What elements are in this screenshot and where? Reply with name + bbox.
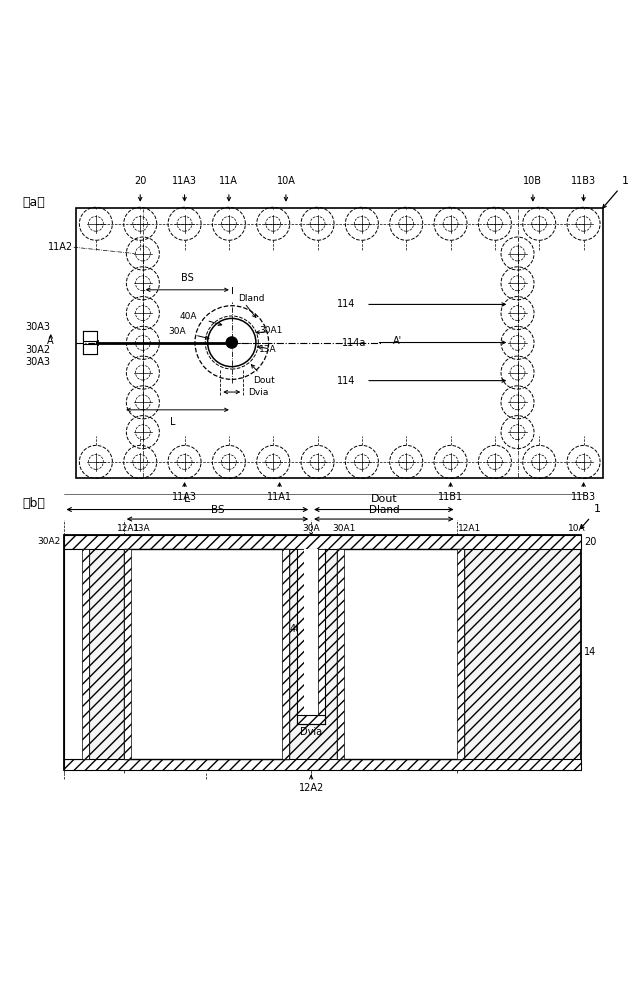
Bar	[337, 549, 344, 759]
Text: 11B3: 11B3	[571, 176, 596, 186]
Text: BS: BS	[181, 273, 194, 283]
Text: 30A2: 30A2	[37, 537, 60, 546]
Text: 30A1: 30A1	[259, 326, 283, 335]
Text: w: w	[86, 332, 93, 341]
Text: L: L	[170, 417, 175, 427]
Text: 1: 1	[594, 504, 601, 514]
Text: 30A: 30A	[168, 327, 186, 336]
Text: （b）: （b）	[22, 497, 45, 510]
Bar	[64, 535, 581, 549]
Text: 11A: 11A	[220, 176, 238, 186]
Bar	[83, 344, 97, 354]
Text: Dvia: Dvia	[248, 388, 268, 397]
Text: 12A2: 12A2	[298, 783, 324, 793]
Text: 40A: 40A	[179, 312, 197, 321]
Text: 30A1: 30A1	[333, 524, 356, 533]
Circle shape	[226, 337, 237, 348]
Bar	[282, 549, 289, 759]
Bar	[64, 759, 581, 770]
Text: 13A: 13A	[133, 524, 150, 533]
Text: 114: 114	[337, 299, 356, 309]
Bar	[337, 549, 464, 759]
Text: 11A2: 11A2	[200, 635, 225, 645]
Text: 11B1: 11B1	[438, 492, 463, 502]
Text: Bvia: Bvia	[411, 649, 432, 659]
Bar	[304, 549, 318, 724]
Text: Dout: Dout	[253, 376, 274, 385]
Text: 114a: 114a	[342, 338, 366, 348]
Text: 30A3: 30A3	[26, 322, 51, 332]
Text: 11A3: 11A3	[172, 176, 197, 186]
Bar	[83, 331, 97, 341]
Text: 11A1: 11A1	[187, 660, 212, 670]
Bar	[124, 549, 289, 759]
Text: 12A1: 12A1	[458, 524, 481, 533]
Text: 1: 1	[622, 176, 629, 186]
Text: （a）: （a）	[22, 196, 45, 209]
Text: 10B: 10B	[523, 176, 542, 186]
Text: 20: 20	[134, 176, 147, 186]
Bar	[318, 549, 325, 724]
Text: BS: BS	[211, 505, 224, 515]
Text: 30A2: 30A2	[25, 345, 51, 355]
Bar	[82, 549, 89, 759]
Bar	[64, 549, 89, 759]
Text: 12A1: 12A1	[117, 524, 140, 533]
Text: 10A: 10A	[568, 524, 586, 533]
Text: A': A'	[392, 336, 401, 346]
Text: 40A: 40A	[289, 624, 308, 634]
Text: 11A2: 11A2	[48, 242, 73, 252]
Text: A: A	[48, 336, 54, 346]
Text: 14: 14	[584, 647, 596, 657]
Text: 20: 20	[584, 537, 596, 547]
Text: Dout: Dout	[370, 494, 398, 504]
Text: Dvia: Dvia	[300, 727, 322, 737]
Text: 10A: 10A	[276, 176, 295, 186]
Text: L: L	[184, 494, 190, 504]
Bar	[297, 549, 304, 724]
Bar	[64, 535, 581, 770]
Text: 11A3: 11A3	[172, 492, 197, 502]
Text: 13A: 13A	[259, 345, 277, 354]
Bar	[297, 715, 325, 724]
Text: 30A3: 30A3	[26, 357, 51, 367]
Text: 30A: 30A	[302, 524, 320, 533]
Bar	[457, 549, 464, 759]
Text: 11A1: 11A1	[267, 492, 292, 502]
Text: 114: 114	[337, 376, 356, 386]
Text: 11B3: 11B3	[571, 492, 596, 502]
Text: Dland: Dland	[238, 294, 265, 303]
Bar	[124, 549, 131, 759]
Bar	[76, 208, 603, 478]
Text: Dland: Dland	[368, 505, 399, 515]
